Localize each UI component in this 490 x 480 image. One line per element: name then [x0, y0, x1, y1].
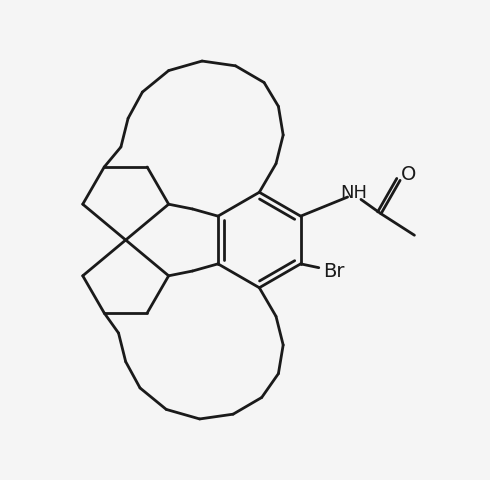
Text: NH: NH — [340, 184, 367, 202]
Text: Br: Br — [323, 262, 345, 280]
Text: O: O — [401, 165, 416, 184]
